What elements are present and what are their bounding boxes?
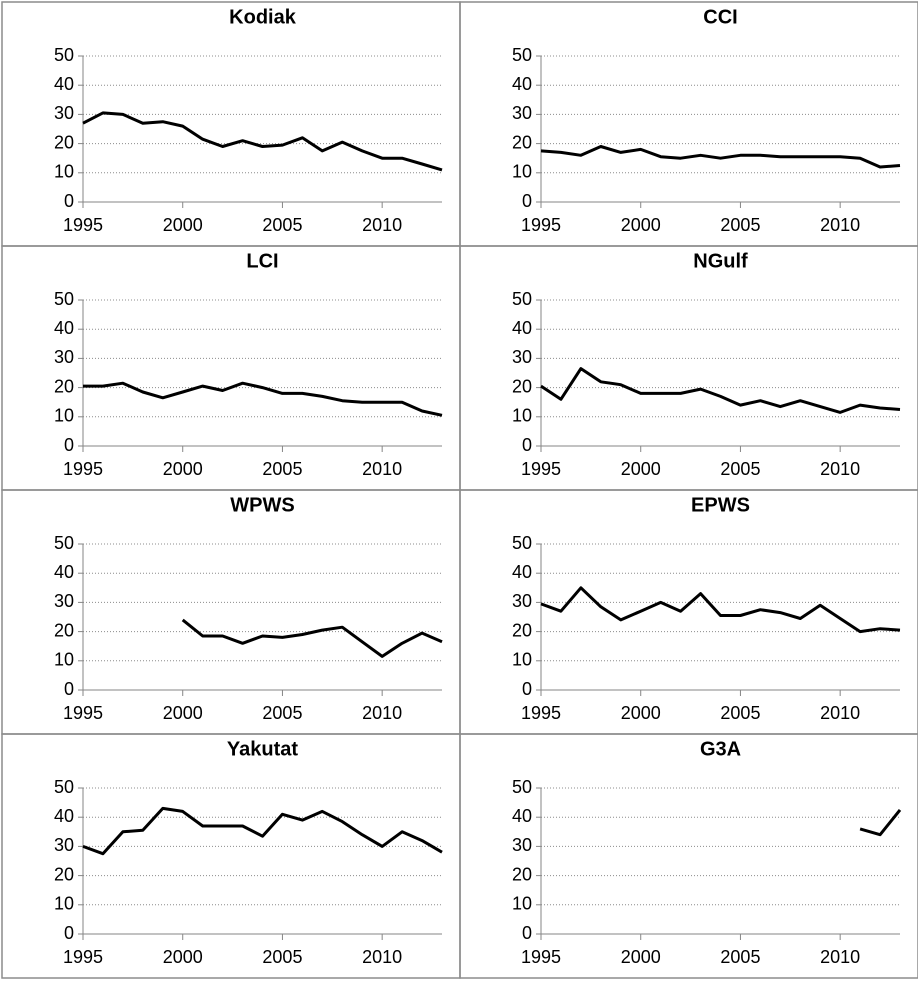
y-tick-label: 10 xyxy=(54,650,74,670)
y-tick-label: 20 xyxy=(54,620,74,640)
y-tick-label: 50 xyxy=(54,777,74,797)
y-tick-label: 0 xyxy=(64,923,74,943)
x-tick-label: 2010 xyxy=(820,703,860,723)
x-tick-label: 2000 xyxy=(621,947,661,967)
y-tick-label: 30 xyxy=(512,835,532,855)
x-tick-label: 2000 xyxy=(621,703,661,723)
x-tick-label: 1995 xyxy=(63,703,103,723)
x-tick-label: 2010 xyxy=(820,459,860,479)
y-tick-label: 20 xyxy=(512,620,532,640)
chart-title: CCI xyxy=(703,6,737,28)
y-tick-label: 50 xyxy=(512,289,532,309)
y-tick-label: 50 xyxy=(512,777,532,797)
x-tick-label: 2010 xyxy=(362,703,402,723)
y-tick-label: 10 xyxy=(54,894,74,914)
y-tick-label: 50 xyxy=(512,45,532,65)
x-tick-label: 2005 xyxy=(262,215,302,235)
x-tick-label: 1995 xyxy=(521,215,561,235)
chart-title: EPWS xyxy=(691,494,750,516)
y-tick-label: 40 xyxy=(512,562,532,582)
y-tick-label: 30 xyxy=(512,103,532,123)
chart-title: Yakutat xyxy=(227,738,298,760)
y-tick-label: 30 xyxy=(54,835,74,855)
y-tick-label: 0 xyxy=(64,679,74,699)
y-tick-label: 10 xyxy=(512,162,532,182)
data-line xyxy=(82,806,443,856)
data-line xyxy=(540,367,901,414)
x-tick-label: 2010 xyxy=(362,459,402,479)
y-tick-label: 20 xyxy=(54,376,74,396)
chart-title: NGulf xyxy=(693,250,748,272)
x-tick-label: 2010 xyxy=(820,215,860,235)
y-tick-label: 40 xyxy=(54,806,74,826)
x-tick-label: 2005 xyxy=(720,947,760,967)
chart-title: WPWS xyxy=(230,494,294,516)
y-tick-label: 50 xyxy=(54,289,74,309)
data-line xyxy=(83,381,443,417)
y-tick-label: 20 xyxy=(54,864,74,884)
y-tick-label: 40 xyxy=(512,318,532,338)
x-tick-label: 2010 xyxy=(362,215,402,235)
y-tick-label: 40 xyxy=(512,806,532,826)
y-tick-label: 20 xyxy=(512,864,532,884)
y-tick-label: 0 xyxy=(64,191,74,211)
panel-border xyxy=(459,733,918,979)
y-tick-label: 40 xyxy=(512,74,532,94)
x-tick-label: 1995 xyxy=(521,703,561,723)
x-tick-label: 2005 xyxy=(262,703,302,723)
x-tick-label: 2005 xyxy=(720,215,760,235)
y-tick-label: 20 xyxy=(512,132,532,152)
x-tick-label: 2005 xyxy=(720,703,760,723)
y-tick-label: 50 xyxy=(54,533,74,553)
y-tick-label: 50 xyxy=(512,533,532,553)
y-tick-label: 50 xyxy=(54,45,74,65)
data-line xyxy=(540,145,901,169)
x-tick-label: 2005 xyxy=(262,459,302,479)
y-tick-label: 30 xyxy=(54,591,74,611)
y-tick-label: 40 xyxy=(54,318,74,338)
y-tick-label: 0 xyxy=(64,435,74,455)
y-tick-label: 10 xyxy=(54,406,74,426)
data-line xyxy=(82,111,443,172)
x-tick-label: 1995 xyxy=(63,459,103,479)
x-tick-label: 2000 xyxy=(621,459,661,479)
y-tick-label: 0 xyxy=(522,191,532,211)
y-tick-label: 10 xyxy=(512,406,532,426)
y-tick-label: 10 xyxy=(512,894,532,914)
y-tick-label: 40 xyxy=(54,562,74,582)
chart-title: G3A xyxy=(700,738,741,760)
chart-title: Kodiak xyxy=(229,6,297,28)
data-line xyxy=(540,586,901,634)
y-tick-label: 0 xyxy=(522,923,532,943)
x-tick-label: 2000 xyxy=(163,215,203,235)
data-line xyxy=(181,618,443,658)
y-tick-label: 30 xyxy=(512,347,532,367)
x-tick-label: 1995 xyxy=(63,215,103,235)
y-tick-label: 0 xyxy=(522,435,532,455)
x-tick-label: 2010 xyxy=(820,947,860,967)
x-tick-label: 2000 xyxy=(163,703,203,723)
x-tick-label: 2000 xyxy=(163,947,203,967)
x-tick-label: 1995 xyxy=(63,947,103,967)
y-tick-label: 20 xyxy=(54,132,74,152)
y-tick-label: 10 xyxy=(512,650,532,670)
y-tick-label: 10 xyxy=(54,162,74,182)
x-tick-label: 2010 xyxy=(362,947,402,967)
chart-title: LCI xyxy=(246,250,278,272)
y-tick-label: 30 xyxy=(54,103,74,123)
x-tick-label: 1995 xyxy=(521,947,561,967)
y-tick-label: 0 xyxy=(522,679,532,699)
x-tick-label: 2005 xyxy=(262,947,302,967)
y-tick-label: 40 xyxy=(54,74,74,94)
data-line xyxy=(859,808,902,837)
y-tick-label: 20 xyxy=(512,376,532,396)
x-tick-label: 2000 xyxy=(621,215,661,235)
y-tick-label: 30 xyxy=(54,347,74,367)
x-tick-label: 1995 xyxy=(521,459,561,479)
x-tick-label: 2005 xyxy=(720,459,760,479)
x-tick-label: 2000 xyxy=(163,459,203,479)
y-tick-label: 30 xyxy=(512,591,532,611)
